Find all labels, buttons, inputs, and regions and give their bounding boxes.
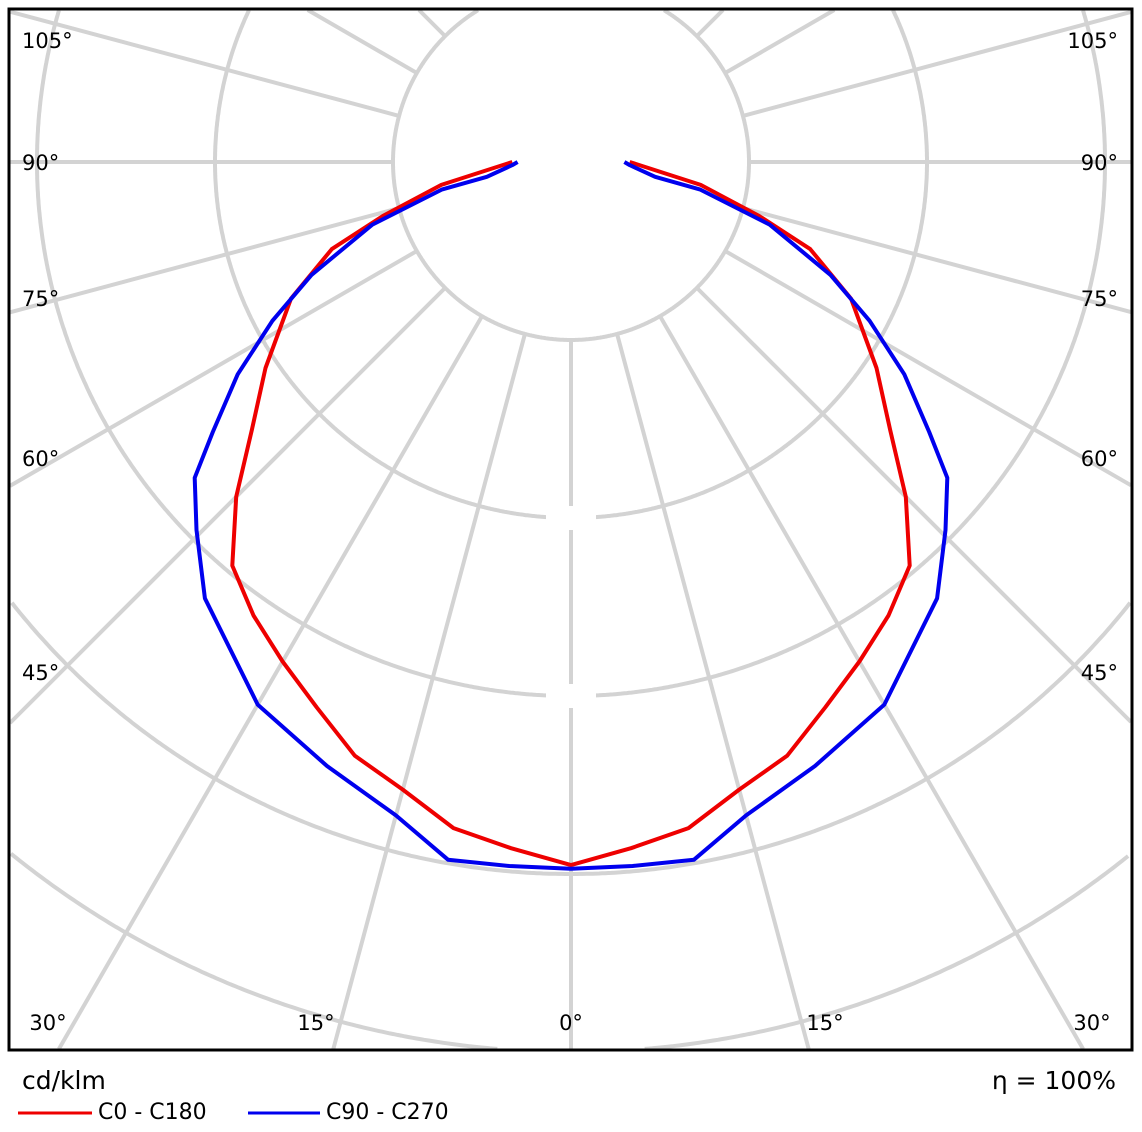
polar-grid: [8, 8, 1133, 1051]
grid-spoke: [57, 315, 484, 1051]
angle-label-bottom-30-right: 30°: [1073, 1011, 1110, 1035]
grid-spoke: [9, 249, 418, 488]
grid-spoke: [742, 10, 1132, 118]
grid-spoke: [724, 249, 1133, 488]
angle-label-left-75: 75°: [22, 287, 59, 311]
grid-spoke: [658, 315, 1085, 1051]
angle-label-right-60: 60°: [1081, 447, 1118, 471]
grid-spoke: [615, 333, 811, 1050]
unit-label: cd/klm: [22, 1066, 106, 1095]
grid-ring: [9, 852, 498, 1051]
grid-ring: [571, 9, 1107, 698]
angle-label-bottom-0: 0°: [559, 1011, 583, 1035]
grid-spoke: [9, 206, 400, 315]
grid-spoke: [331, 333, 527, 1050]
grid-spoke: [417, 8, 447, 38]
angle-label-bottom-15-right: 15°: [806, 1011, 843, 1035]
angle-label-bottom-30-left: 30°: [29, 1011, 66, 1035]
grid-spoke: [306, 8, 418, 75]
angle-label-left-105: 105°: [22, 29, 73, 53]
grid-ring: [10, 601, 571, 876]
angle-label-left-90: 90°: [22, 151, 59, 175]
legend-label-c0: C0 - C180: [98, 1100, 207, 1125]
intensity-curves: [192, 160, 950, 871]
ring-label-gap: [546, 684, 596, 708]
grid-ring: [571, 8, 751, 342]
series-curve-c90-c270: [192, 160, 950, 871]
grid-spoke: [8, 286, 447, 725]
angle-label-left-60: 60°: [22, 447, 59, 471]
grid-spoke: [9, 9, 400, 118]
efficiency-label: η = 100%: [991, 1066, 1116, 1095]
angle-labels: 105° 90° 75° 60° 45° 105° 90° 75° 60° 45…: [22, 29, 1118, 1035]
angle-label-right-90: 90°: [1081, 151, 1118, 175]
grid-ring: [391, 8, 571, 342]
angle-label-right-75: 75°: [1081, 287, 1118, 311]
series-curve-c0-c180: [230, 160, 912, 868]
angle-label-right-45: 45°: [1081, 661, 1118, 685]
grid-ring: [571, 601, 1132, 876]
grid-spoke: [695, 286, 1133, 724]
legend-label-c90: C90 - C270: [326, 1100, 449, 1125]
angle-label-right-105: 105°: [1067, 29, 1118, 53]
ring-label-gap: [546, 506, 596, 530]
chart-frame: [7, 7, 1134, 1052]
grid-ring: [644, 854, 1130, 1051]
grid-spoke: [724, 8, 836, 75]
grid-spoke: [695, 8, 725, 38]
angle-label-bottom-15-left: 15°: [297, 1011, 334, 1035]
grid-ring: [35, 9, 571, 698]
grid-spoke: [742, 206, 1132, 314]
angle-label-left-45: 45°: [22, 661, 59, 685]
